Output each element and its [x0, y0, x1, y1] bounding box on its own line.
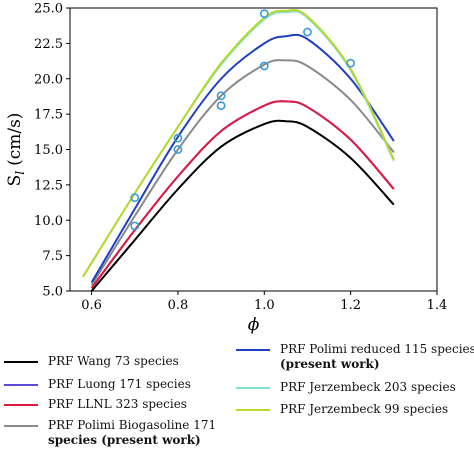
legend-label: PRF Wang 73 species	[48, 354, 179, 368]
y-axis-label-subscript: l	[13, 171, 27, 175]
series-line-4	[90, 33, 395, 284]
y-axis-label-main: S	[5, 175, 25, 187]
data-point-marker	[130, 221, 140, 231]
y-tick-label: 22.5	[34, 37, 63, 52]
legend-swatch	[4, 384, 38, 386]
legend-item-polimi-biogasoline: PRF Polimi Biogasoline 171 species (prese…	[4, 418, 216, 448]
y-tick-label: 17.5	[34, 108, 63, 123]
legend-label-line2: (present work)	[280, 357, 380, 371]
x-tick-label: 1.2	[340, 298, 361, 313]
y-axis-label-unit: (cm/s)	[5, 113, 25, 166]
data-point-marker	[130, 193, 140, 203]
legend-label: PRF Polimi reduced 115 species (present w…	[280, 342, 474, 372]
legend-swatch	[236, 409, 270, 411]
y-tick-label: 10.0	[34, 214, 63, 229]
legend-item-luong: PRF Luong 171 species	[4, 377, 191, 392]
y-axis-ticks: 5.0 7.5 10.0 12.5 15.0 17.5 20.0 22.5 25.0	[34, 2, 70, 300]
data-point-marker	[259, 9, 269, 19]
y-tick-label: 15.0	[34, 143, 63, 158]
legend: PRF Wang 73 species PRF Luong 171 specie…	[0, 338, 474, 451]
x-tick-label: 0.8	[168, 298, 189, 313]
legend-swatch	[236, 349, 270, 351]
legend-item-jerzembeck-203: PRF Jerzembeck 203 species	[236, 380, 456, 395]
legend-label: PRF Jerzembeck 99 species	[280, 402, 449, 416]
series-line-0	[90, 119, 395, 292]
series-lines	[82, 8, 395, 292]
data-point-marker	[173, 133, 183, 143]
y-tick-label: 25.0	[34, 2, 63, 17]
y-tick-label: 5.0	[42, 285, 63, 300]
x-tick-label: 1.4	[427, 298, 448, 313]
data-point-marker	[216, 101, 226, 111]
legend-label: PRF Jerzembeck 203 species	[280, 380, 456, 394]
legend-swatch	[4, 361, 38, 363]
chart: 0.6 0.8 1.0 1.2 1.4 5.0 7.5 10.0 12.5 15.0 17.5 20…	[5, 2, 447, 336]
series-line-3	[90, 59, 395, 286]
y-tick-label: 12.5	[34, 178, 63, 193]
data-point-marker	[303, 27, 312, 37]
legend-item-wang: PRF Wang 73 species	[4, 354, 179, 369]
legend-label-line1: PRF Polimi Biogasoline 171	[48, 418, 217, 432]
legend-label-line1: PRF Polimi reduced 115 species	[280, 342, 474, 356]
data-point-marker	[173, 145, 183, 154]
x-tick-label: 1.0	[254, 298, 275, 313]
legend-label: PRF Luong 171 species	[48, 377, 191, 391]
legend-label: PRF Polimi Biogasoline 171 species (prese…	[48, 418, 216, 448]
x-tick-label: 0.6	[81, 298, 102, 313]
series-line-2	[90, 100, 395, 289]
x-axis-ticks: 0.6 0.8 1.0 1.2 1.4	[81, 291, 447, 313]
y-tick-label: 7.5	[42, 249, 63, 264]
scatter-markers	[130, 9, 356, 231]
legend-item-polimi-reduced: PRF Polimi reduced 115 species (present w…	[236, 342, 474, 372]
legend-label-line2: species (present work)	[48, 433, 201, 447]
data-point-marker	[346, 58, 356, 68]
data-point-marker	[216, 91, 226, 101]
legend-label: PRF LLNL 323 species	[48, 397, 187, 411]
legend-item-jerzembeck-99: PRF Jerzembeck 99 species	[236, 402, 448, 417]
legend-swatch	[4, 425, 38, 427]
y-tick-label: 20.0	[34, 72, 63, 87]
x-axis-label: ϕ	[248, 315, 260, 335]
legend-swatch	[4, 404, 38, 406]
y-axis-label: Sl (cm/s)	[5, 113, 27, 187]
legend-swatch	[236, 387, 270, 389]
data-point-marker	[259, 61, 269, 71]
legend-item-llnl: PRF LLNL 323 species	[4, 397, 187, 412]
